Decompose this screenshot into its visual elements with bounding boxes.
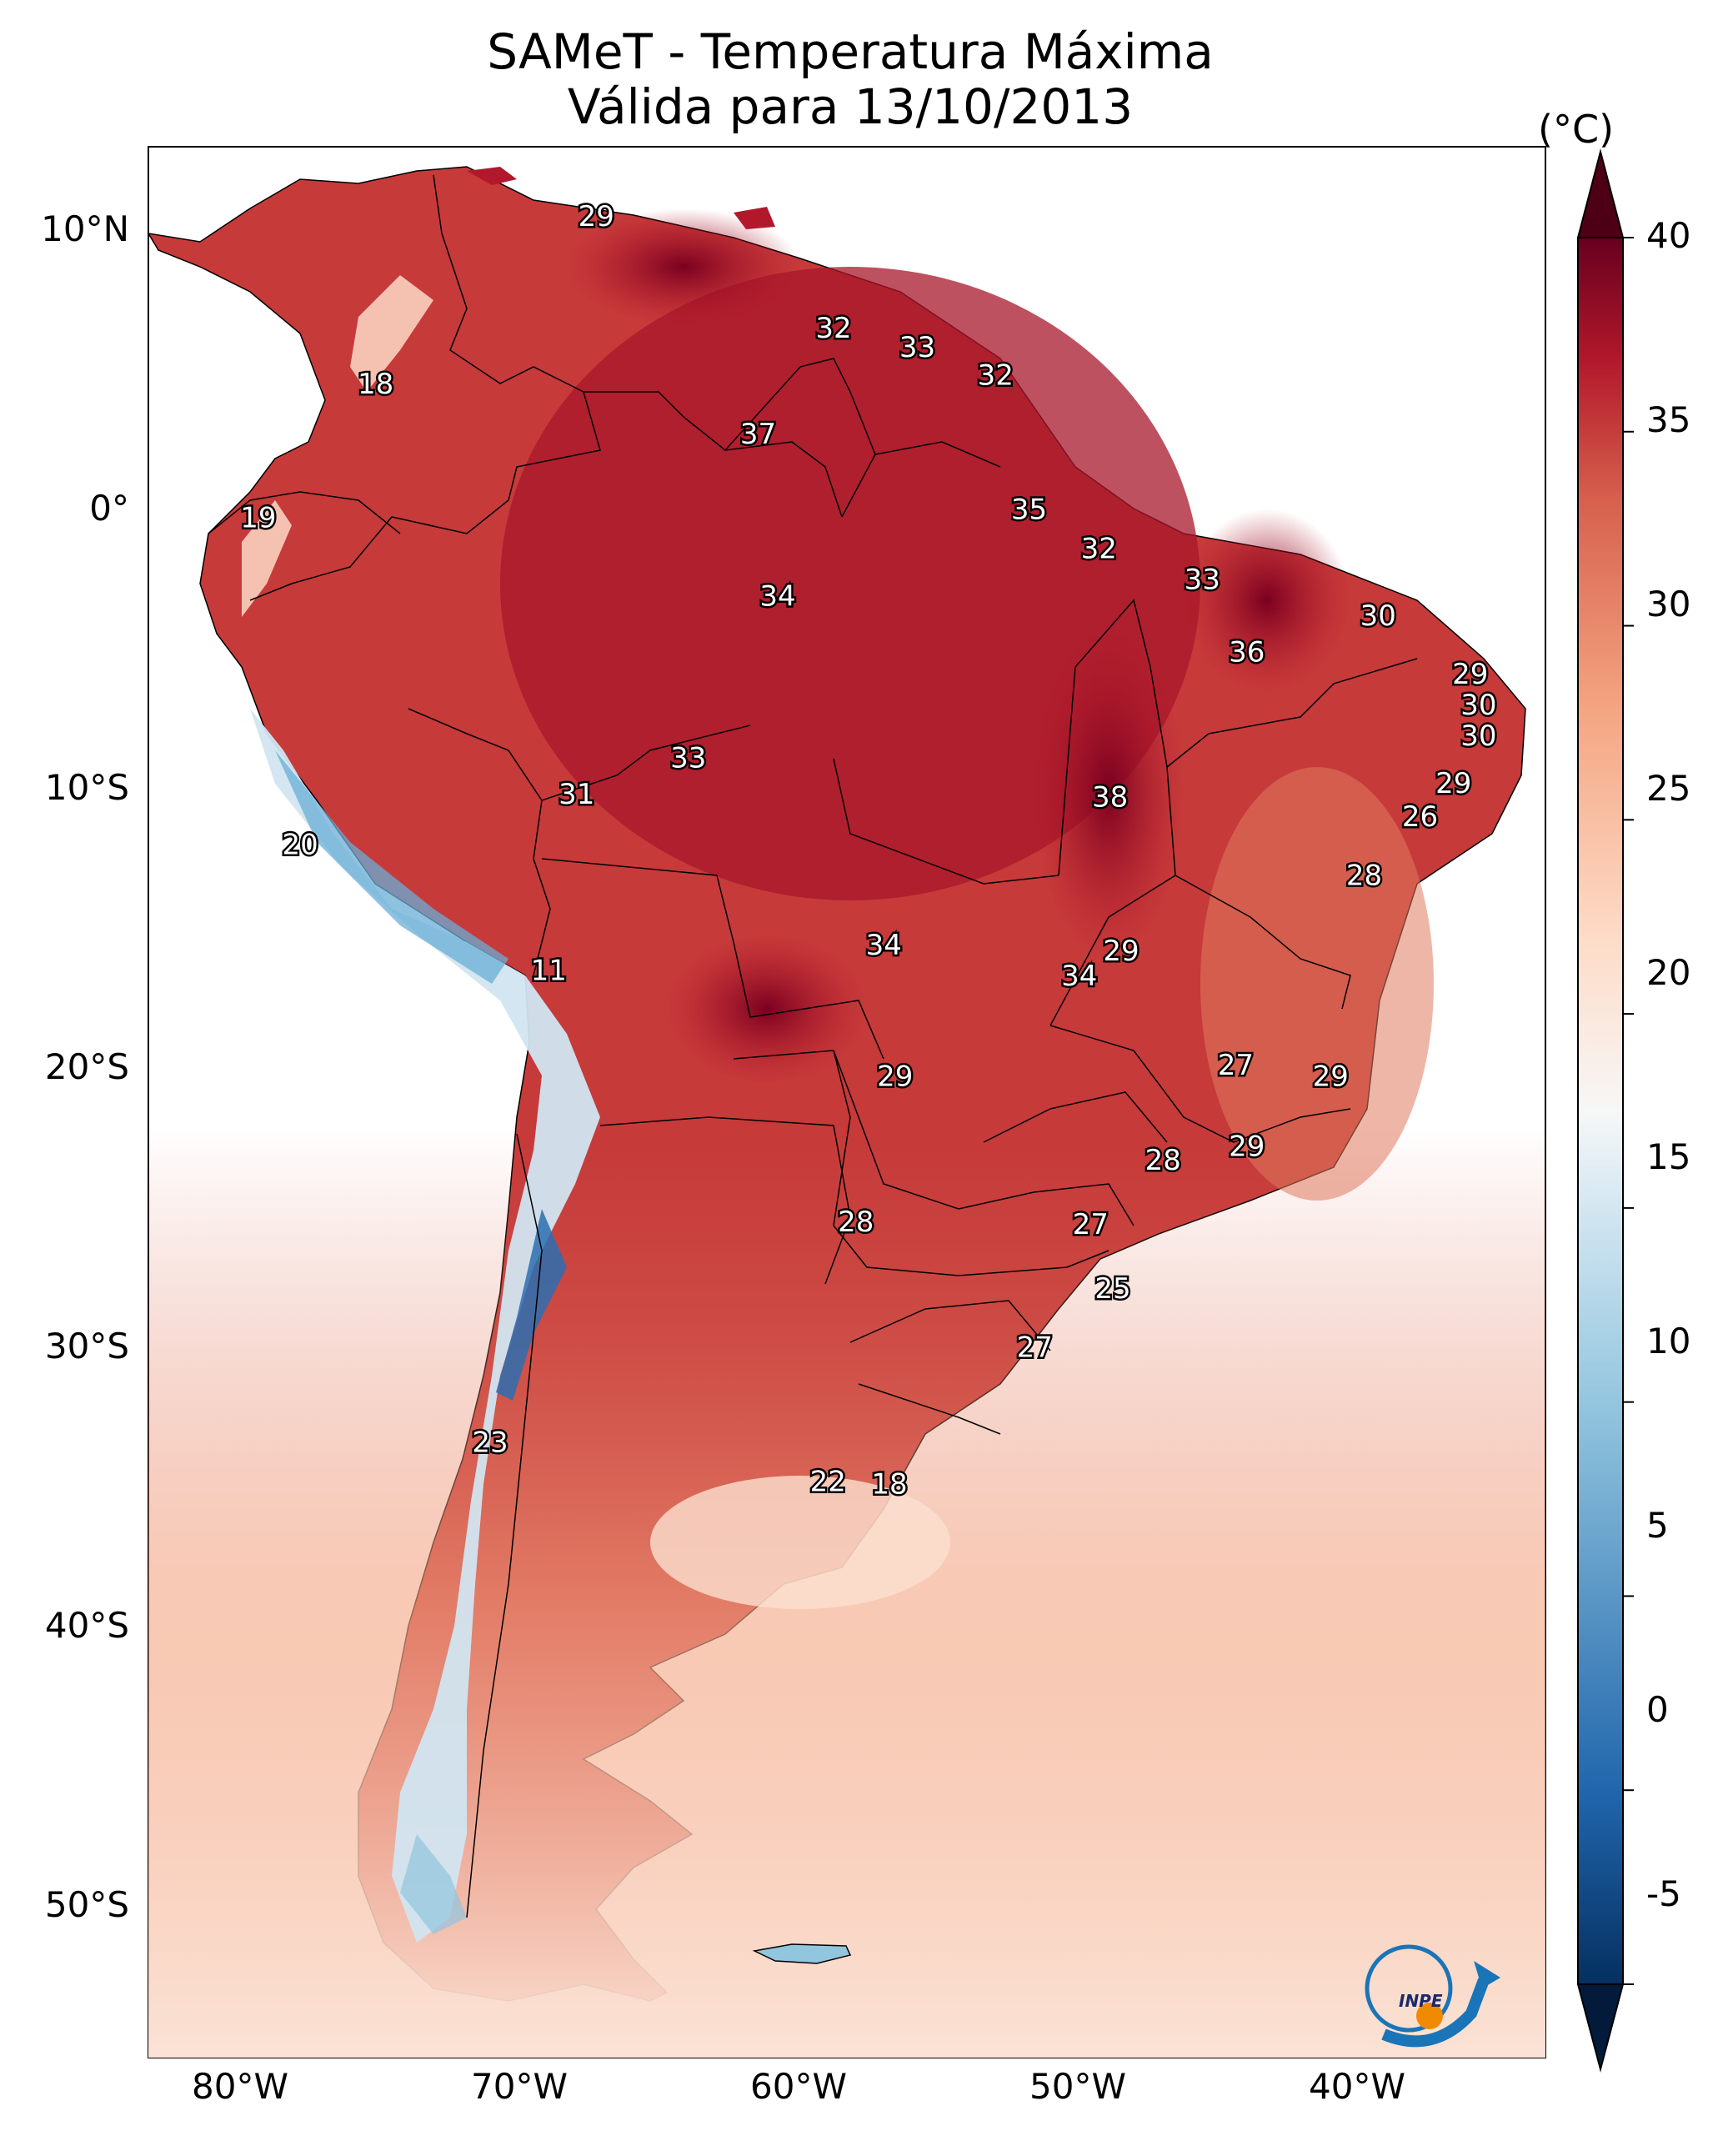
temperature-label: 34 — [759, 579, 795, 613]
temperature-label: 34 — [1061, 960, 1097, 993]
colorbar-tick: 25 — [1646, 768, 1691, 809]
lon-tick: 50°W — [1029, 2066, 1126, 2107]
temperature-label: 36 — [1229, 635, 1265, 669]
inpe-logo-text: INPE — [1399, 1991, 1443, 2011]
temperature-label: 11 — [531, 954, 567, 987]
temperature-label: 29 — [1103, 935, 1139, 968]
falkland-islands — [752, 1943, 852, 1964]
lat-tick: 10°N — [41, 208, 129, 249]
temperature-label: 37 — [740, 418, 776, 451]
lat-tick: 0° — [89, 488, 129, 529]
temperature-label: 32 — [815, 312, 851, 345]
lat-tick: 30°S — [44, 1326, 129, 1366]
colorbar-tick: 10 — [1646, 1321, 1691, 1361]
colorbar-tick: 35 — [1646, 399, 1691, 440]
andes-cold-band — [250, 709, 600, 1943]
chart-subtitle: Válida para 13/10/2013 — [567, 78, 1134, 135]
lon-tick: 80°W — [192, 2066, 288, 2107]
temperature-label: 33 — [899, 331, 935, 364]
temperature-label: 18 — [358, 368, 393, 401]
temperature-label: 32 — [978, 359, 1014, 393]
inpe-logo: INPE — [1365, 1944, 1500, 2048]
temperature-label: 18 — [871, 1468, 907, 1502]
colorbar-tick: 5 — [1646, 1505, 1669, 1546]
temperature-label: 28 — [1346, 859, 1382, 892]
colorbar-tick: 0 — [1646, 1689, 1669, 1730]
temperature-label: 29 — [1229, 1130, 1265, 1163]
colorbar-bottom-arrow — [1576, 1983, 1625, 2073]
temperature-label: 19 — [240, 502, 276, 535]
temperature-label: 31 — [558, 778, 594, 811]
lat-tick: 40°S — [44, 1605, 129, 1646]
temperature-label: 29 — [1435, 767, 1471, 800]
temperature-label: 30 — [1460, 689, 1496, 722]
temperature-label: 28 — [1145, 1144, 1181, 1177]
lat-tick: 20°S — [44, 1046, 129, 1087]
temperature-label: 28 — [838, 1206, 874, 1239]
temperature-label: 35 — [1011, 494, 1047, 527]
temperature-label: 23 — [472, 1426, 508, 1459]
lon-tick: 40°W — [1309, 2066, 1405, 2107]
lon-tick: 60°W — [750, 2066, 847, 2107]
temperature-label: 34 — [866, 929, 902, 962]
temperature-label: 26 — [1402, 800, 1438, 834]
temperature-label: 33 — [1185, 563, 1220, 596]
colorbar-tick: 15 — [1646, 1136, 1691, 1177]
temperature-label: 27 — [1218, 1049, 1254, 1082]
lat-tick: 10°S — [44, 767, 129, 808]
colorbar-unit: (°C) — [1538, 107, 1615, 152]
continent-layer — [148, 166, 1545, 2058]
temperature-label: 25 — [1094, 1272, 1130, 1306]
temperature-label: 27 — [1017, 1331, 1053, 1365]
chart-title: SAMeT - Temperatura Máxima — [487, 23, 1214, 80]
temperature-label: 27 — [1073, 1208, 1109, 1241]
country-borders — [208, 174, 1418, 1918]
lon-tick: 70°W — [471, 2066, 568, 2107]
colorbar-tick: 30 — [1646, 584, 1691, 624]
colorbar — [1576, 148, 1634, 2073]
temperature-label: 29 — [1313, 1060, 1349, 1094]
colorbar-bar — [1577, 237, 1624, 1985]
temperature-label: 29 — [877, 1060, 913, 1094]
temperature-label: 29 — [579, 200, 614, 233]
temperature-label: 20 — [283, 829, 318, 862]
temperature-label: 30 — [1360, 599, 1396, 633]
temperature-label: 38 — [1092, 781, 1128, 815]
temperature-label: 30 — [1460, 720, 1496, 753]
lat-tick: 50°S — [44, 1884, 129, 1925]
colorbar-tick: -5 — [1646, 1873, 1681, 1914]
temperature-label: 22 — [810, 1465, 846, 1498]
temperature-label: 29 — [1452, 658, 1488, 691]
colorbar-tick: 20 — [1646, 952, 1691, 993]
temperature-label: 32 — [1081, 532, 1117, 565]
colorbar-top-arrow — [1576, 148, 1625, 238]
temperature-label: 33 — [670, 742, 706, 775]
colorbar-tick: 40 — [1646, 215, 1691, 256]
